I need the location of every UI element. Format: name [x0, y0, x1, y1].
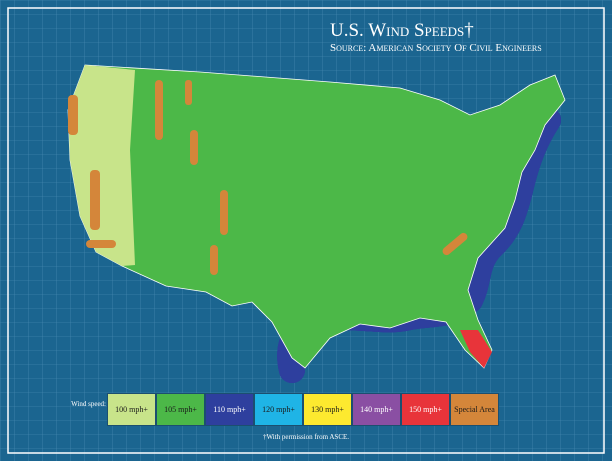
- legend-item: Special Area: [450, 393, 499, 426]
- legend-item: 120 mph+: [254, 393, 303, 426]
- legend-item: 130 mph+: [303, 393, 352, 426]
- legend: 100 mph+ 105 mph+ 110 mph+ 120 mph+ 130 mph+…: [107, 393, 499, 426]
- florida-zone: [460, 330, 492, 368]
- footnote: †With permission from ASCE.: [262, 433, 350, 441]
- west-zone: [68, 65, 135, 266]
- source: Source: American Society Of Civil Engine…: [330, 42, 542, 54]
- legend-label: Wind speed:: [71, 400, 106, 408]
- frame: [7, 7, 605, 454]
- special-areas: [68, 80, 468, 275]
- legend-item: 105 mph+: [156, 393, 205, 426]
- legend-item: 110 mph+: [205, 393, 254, 426]
- legend-item: 100 mph+: [107, 393, 156, 426]
- legend-item: 140 mph+: [352, 393, 401, 426]
- legend-item: 150 mph+: [401, 393, 450, 426]
- title: U.S. Wind Speeds†: [330, 20, 474, 41]
